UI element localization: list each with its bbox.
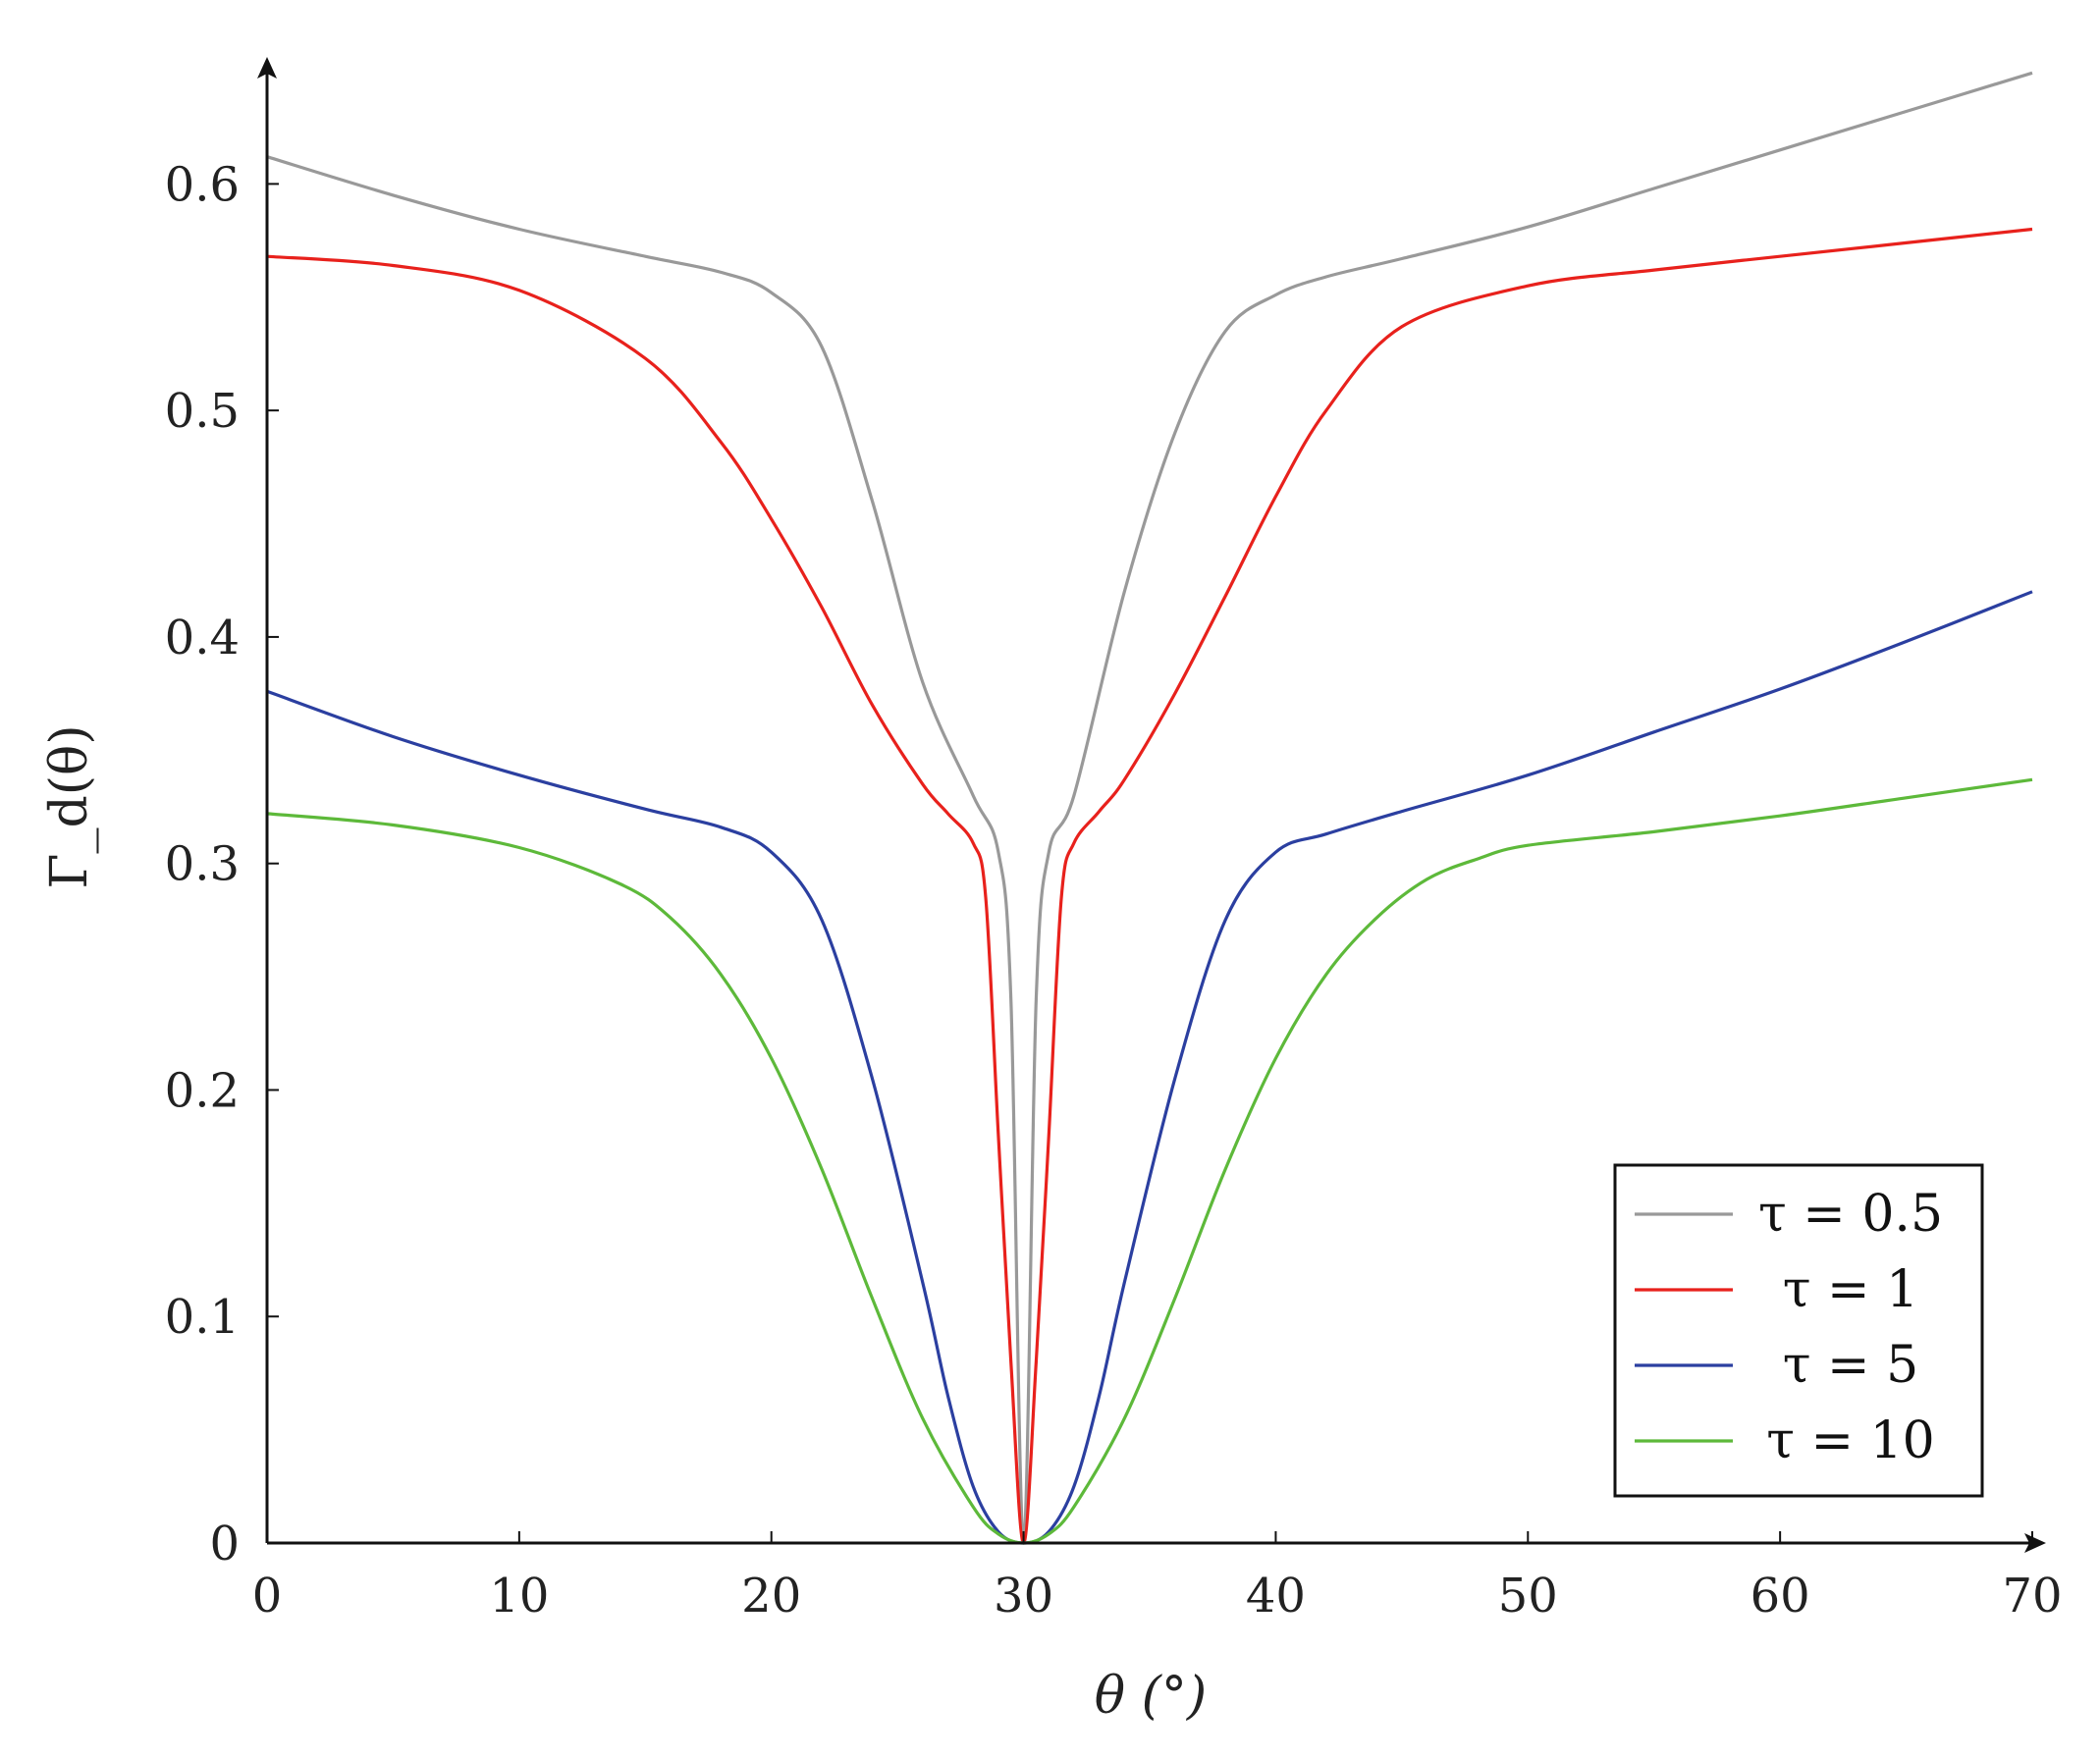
legend-entries: τ = 0.5 τ = 1 τ = 5 τ = 10 <box>1635 1185 1943 1470</box>
legend: τ = 0.5 τ = 1 τ = 5 τ = 10 <box>1613 1163 1984 1498</box>
x-axis-arrow <box>2024 1533 2046 1553</box>
y-ticks: 0 0.1 0.2 0.3 0.4 0.5 0.6 <box>165 157 279 1571</box>
series-line-3 <box>266 777 2033 1545</box>
x-tick-label: 10 <box>489 1569 549 1624</box>
y-tick-label: 0.5 <box>165 384 240 439</box>
x-tick-label: 70 <box>2002 1569 2062 1624</box>
legend-label-2: τ = 5 <box>1783 1336 1918 1395</box>
x-tick-label: 40 <box>1246 1569 1306 1624</box>
series-group <box>266 71 2033 1545</box>
y-tick-label: 0.1 <box>165 1290 240 1345</box>
y-tick-label: 0 <box>209 1517 240 1571</box>
legend-label-1: τ = 1 <box>1783 1260 1918 1319</box>
x-ticks: 0 10 20 30 40 50 60 70 <box>252 1531 2063 1624</box>
y-tick-label: 0.6 <box>165 157 240 212</box>
x-tick-label: 60 <box>1750 1569 1810 1624</box>
y-tick-label: 0.2 <box>165 1063 240 1118</box>
x-tick-label: 50 <box>1498 1569 1558 1624</box>
series-line-1 <box>266 227 2033 1545</box>
x-tick-label: 30 <box>994 1569 1053 1624</box>
x-tick-label: 0 <box>252 1569 283 1624</box>
legend-label-3: τ = 10 <box>1766 1411 1935 1470</box>
series-line-2 <box>266 590 2033 1545</box>
x-axis-title: θ (°) <box>1095 1667 1207 1726</box>
y-tick-label: 0.4 <box>165 611 240 666</box>
series-line-0 <box>266 71 2033 1545</box>
x-tick-label: 20 <box>741 1569 801 1624</box>
y-tick-label: 0.3 <box>165 837 240 892</box>
y-axis-arrow <box>257 57 277 79</box>
legend-label-0: τ = 0.5 <box>1758 1185 1943 1244</box>
y-axis-title: Γ_d(θ) <box>40 724 99 888</box>
